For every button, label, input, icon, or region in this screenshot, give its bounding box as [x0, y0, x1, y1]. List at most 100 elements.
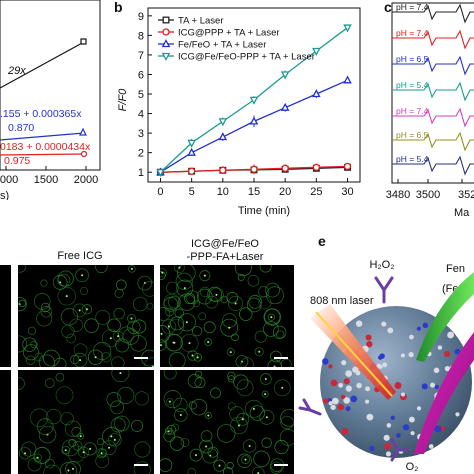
- spectrum-label: pH = 6.5: [396, 130, 429, 140]
- data-point: [312, 47, 321, 56]
- x-tick-label: 0: [157, 186, 163, 198]
- data-point: [312, 89, 321, 98]
- panel-a-xtick-2: 2000: [74, 174, 98, 186]
- y-tick-label: 9: [138, 11, 144, 23]
- panel-e-schematic: e H₂O₂ 808 nm laser Fen (Fe O₂: [298, 233, 474, 473]
- y-tick-label: 5: [138, 89, 144, 101]
- legend-entry: ICG@Fe/FeO-PPP + TA + Laser: [158, 52, 315, 63]
- spectrum-label: pH = 7.4: [396, 106, 429, 116]
- panel-a-eq-blue: .155 + 0.000365x: [0, 108, 82, 120]
- x-tick-label: 15: [248, 186, 260, 198]
- panel-d-col2-title: ICG@Fe/FeO -PPP-FA+Laser: [160, 238, 290, 264]
- panel-c-xtick-0: 3480: [386, 189, 410, 201]
- data-point: [218, 132, 228, 141]
- series-3: [156, 24, 352, 178]
- spectrum-5: pH = 6.5: [392, 130, 474, 152]
- micro-image-r2c1: [18, 370, 154, 474]
- spectrum-label: pH = 5.4: [396, 80, 429, 90]
- data-point: [249, 116, 259, 125]
- series-2: [156, 75, 352, 176]
- panel-d-col1-title: Free ICG: [57, 250, 103, 262]
- spectrum-6: pH = 5.4: [392, 154, 474, 176]
- legend-marker: [162, 28, 170, 36]
- spectrum-label: pH = 7.4: [396, 28, 429, 38]
- spectrum-line: [392, 107, 474, 128]
- panel-e-o2: O₂: [406, 461, 419, 473]
- data-point: [343, 24, 352, 33]
- panel-e-fenton: Fen: [446, 263, 465, 275]
- legend-entry: ICG@PPP + TA + Laser: [158, 28, 280, 39]
- data-point: [312, 163, 321, 171]
- panel-a-eq-red: 0183 + 0.0000434x: [0, 141, 91, 153]
- spectrum-line: [392, 155, 474, 176]
- panel-a-xtick-0: 1000: [0, 174, 18, 186]
- data-point: [250, 165, 258, 173]
- panel-c-xtick-2: 352: [458, 189, 474, 201]
- spectrum-line: [392, 131, 474, 152]
- data-point: [219, 166, 227, 174]
- legend-marker: [161, 39, 171, 48]
- panel-c-xtick-1: 3500: [416, 189, 440, 201]
- panel-a-xtick-1: 1500: [34, 174, 58, 186]
- x-tick-label: 25: [310, 186, 322, 198]
- chart-b-svg: b 0 5 10 15 20 25 30 1 2 3 4 5 6 7 8 9 TA + LaserICG@PP…: [114, 0, 361, 217]
- data-point: [281, 164, 289, 172]
- panel-e-h2o2: H₂O₂: [369, 259, 394, 271]
- molecule-icon-bottom: [390, 438, 410, 462]
- panel-a-xunit: s): [0, 190, 9, 200]
- spectrum-line: [392, 55, 474, 76]
- y-tick-label: 1: [138, 167, 144, 179]
- data-point: [280, 102, 290, 111]
- x-tick-label: 20: [279, 186, 291, 198]
- micro-image-r2c2: [160, 370, 294, 474]
- x-tick-label: 10: [217, 186, 229, 198]
- spectrum-4: pH = 7.4: [392, 106, 474, 128]
- micro-image-r1c2: [160, 265, 294, 367]
- panel-c-xlabel: Ma: [454, 207, 470, 219]
- chart-b-xlabel: Time (min): [238, 205, 290, 217]
- legend-label: TA + Laser: [178, 16, 224, 27]
- y-tick-label: 8: [138, 30, 144, 42]
- micro-image-r2c0: [0, 370, 11, 474]
- panel-d-col2-title-line1: ICG@Fe/FeO: [190, 238, 259, 250]
- data-point: [187, 139, 196, 148]
- data-point: [280, 71, 290, 80]
- legend-entry: TA + Laser: [158, 16, 224, 27]
- molecule-icon-left: [298, 398, 322, 416]
- spectrum-0: pH = 7.4: [392, 2, 474, 24]
- panel-a-partial: 29x .155 + 0.000365x 0.870 0183 + 0.0000…: [0, 0, 101, 200]
- data-point: [343, 75, 352, 84]
- spectrum-2: pH = 6.5: [392, 54, 474, 76]
- x-tick-label: 5: [189, 186, 195, 198]
- spectrum-label: pH = 5.4: [396, 154, 429, 164]
- y-tick-label: 3: [138, 128, 144, 140]
- x-tick-label: 30: [341, 186, 353, 198]
- micro-image-r1c0: [0, 265, 11, 367]
- panel-a-r2-blue: 0.870: [8, 122, 34, 134]
- y-tick-label: 6: [138, 69, 144, 81]
- panel-e-laser-label: 808 nm laser: [310, 295, 374, 307]
- legend-label: ICG@PPP + TA + Laser: [178, 28, 280, 39]
- panel-c-partial: c pH = 7.4 pH = 7.4 pH = 6.5 pH = 5.4 pH = 7…: [384, 0, 474, 219]
- micro-image-r1c1: [18, 265, 154, 367]
- spectrum-3: pH = 5.4: [392, 80, 474, 102]
- fenton-swoosh: [416, 272, 474, 362]
- data-point: [187, 147, 196, 156]
- panel-b: b 0 5 10 15 20 25 30 1 2 3 4 5 6 7 8 9 TA + Laser ICG@PP…: [108, 0, 370, 220]
- panel-d-col2-title-line2: -PPP-FA+Laser: [186, 251, 264, 263]
- spectrum-line: [392, 81, 474, 102]
- legend-label: Fe/FeO + TA + Laser: [178, 40, 266, 51]
- y-tick-label: 2: [138, 148, 144, 160]
- legend-marker: [162, 16, 170, 24]
- chart-b-ylabel: F/F0: [117, 88, 129, 111]
- data-point: [343, 162, 352, 171]
- data-point: [249, 96, 259, 105]
- panel-label-b: b: [114, 0, 123, 15]
- y-tick-label: 7: [138, 50, 144, 62]
- spectrum-label: pH = 7.4: [396, 2, 429, 12]
- spectrum-line: [392, 3, 474, 24]
- panel-label-c: c: [384, 0, 392, 15]
- data-point: [156, 169, 165, 178]
- data-point: [187, 167, 196, 175]
- series-1: [156, 162, 352, 176]
